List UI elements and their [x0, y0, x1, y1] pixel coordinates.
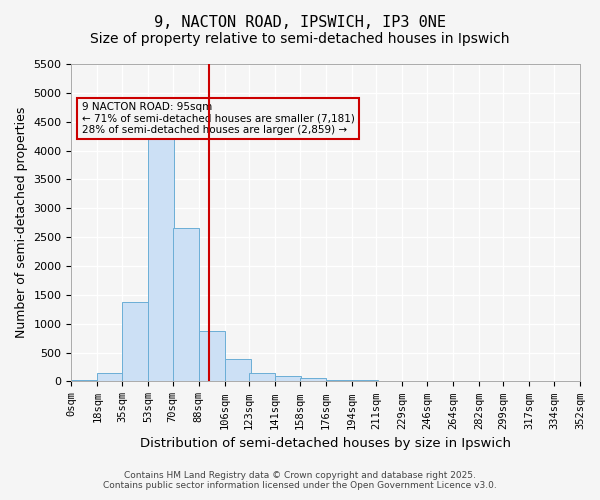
Bar: [199, 330, 224, 382]
Bar: [299, 378, 326, 382]
Text: Contains HM Land Registry data © Crown copyright and database right 2025.
Contai: Contains HM Land Registry data © Crown c…: [103, 470, 497, 490]
Bar: [275, 376, 301, 382]
Bar: [71, 380, 97, 382]
X-axis label: Distribution of semi-detached houses by size in Ipswich: Distribution of semi-detached houses by …: [140, 437, 511, 450]
Y-axis label: Number of semi-detached properties: Number of semi-detached properties: [15, 107, 28, 338]
Bar: [224, 359, 251, 382]
Text: 9, NACTON ROAD, IPSWICH, IP3 0NE: 9, NACTON ROAD, IPSWICH, IP3 0NE: [154, 15, 446, 30]
Text: Size of property relative to semi-detached houses in Ipswich: Size of property relative to semi-detach…: [90, 32, 510, 46]
Text: 9 NACTON ROAD: 95sqm
← 71% of semi-detached houses are smaller (7,181)
28% of se: 9 NACTON ROAD: 95sqm ← 71% of semi-detac…: [82, 102, 355, 136]
Bar: [97, 373, 124, 382]
Bar: [148, 134, 174, 382]
Bar: [173, 228, 199, 382]
Bar: [326, 380, 352, 382]
Bar: [249, 373, 275, 382]
Bar: [122, 302, 148, 382]
Bar: [352, 380, 378, 382]
